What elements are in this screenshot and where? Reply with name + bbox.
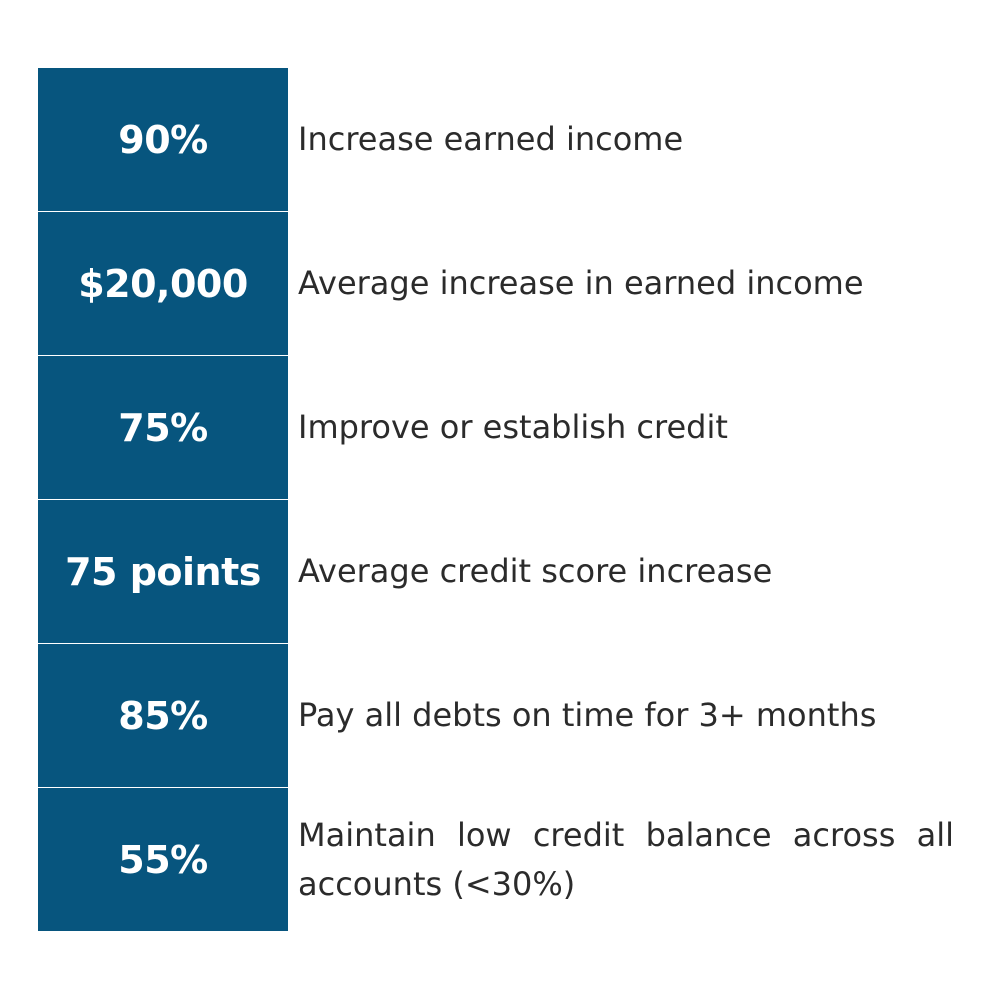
stat-value: 55% [38, 788, 288, 931]
stat-value: $20,000 [38, 212, 288, 355]
table-row: 90% Increase earned income [38, 68, 954, 212]
table-row: 75% Improve or establish credit [38, 356, 954, 500]
stat-description-text: Increase earned income [298, 120, 684, 158]
stat-value: 75 points [38, 500, 288, 643]
stat-description: Improve or establish credit [288, 356, 954, 499]
stat-value: 75% [38, 356, 288, 499]
outcomes-table: 90% Increase earned income $20,000 Avera… [38, 68, 954, 931]
stat-description: Average credit score increase [288, 500, 954, 643]
stat-value: 90% [38, 68, 288, 211]
stat-value: 85% [38, 644, 288, 787]
table-row: 75 points Average credit score increase [38, 500, 954, 644]
stat-description-text: Improve or establish credit [298, 408, 728, 446]
table-row: 85% Pay all debts on time for 3+ months [38, 644, 954, 788]
stat-description-text: Average increase in earned income [298, 264, 864, 302]
stat-description-text: Average credit score increase [298, 552, 773, 590]
table-row: $20,000 Average increase in earned incom… [38, 212, 954, 356]
stat-description: Increase earned income [288, 68, 954, 211]
stat-description: Average increase in earned income [288, 212, 954, 355]
stat-description-text: Maintain low credit balance across all a… [298, 815, 954, 903]
stat-description-text: Pay all debts on time for 3+ months [298, 696, 877, 734]
table-row: 55% Maintain low credit balance across a… [38, 788, 954, 931]
stat-description: Maintain low credit balance across all a… [288, 788, 954, 931]
stat-description: Pay all debts on time for 3+ months [288, 644, 954, 787]
